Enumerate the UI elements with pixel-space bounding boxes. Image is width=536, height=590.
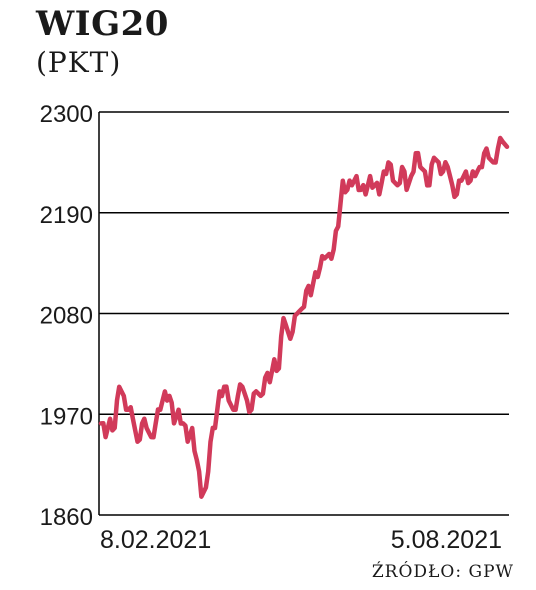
y-tick-label: 1860 [40,504,93,531]
y-tick-label: 2190 [40,202,93,229]
series-line [98,135,510,499]
chart-title: WIG20 [36,4,169,44]
y-tick-label: 2080 [40,303,93,330]
grid-lines [98,111,509,516]
source-credit: ŹRÓDŁO: GPW [371,562,514,582]
y-tick-labels: 1860 1970 2080 2190 2300 [40,101,93,531]
x-tick-label: 5.08.2021 [391,526,502,554]
y-tick-label: 2300 [40,101,93,128]
x-tick-labels: 8.02.2021 5.08.2021 [100,526,502,554]
y-tick-label: 1970 [40,403,93,430]
chart-unit-label: (PKT) [36,46,122,79]
x-tick-label: 8.02.2021 [100,526,211,554]
